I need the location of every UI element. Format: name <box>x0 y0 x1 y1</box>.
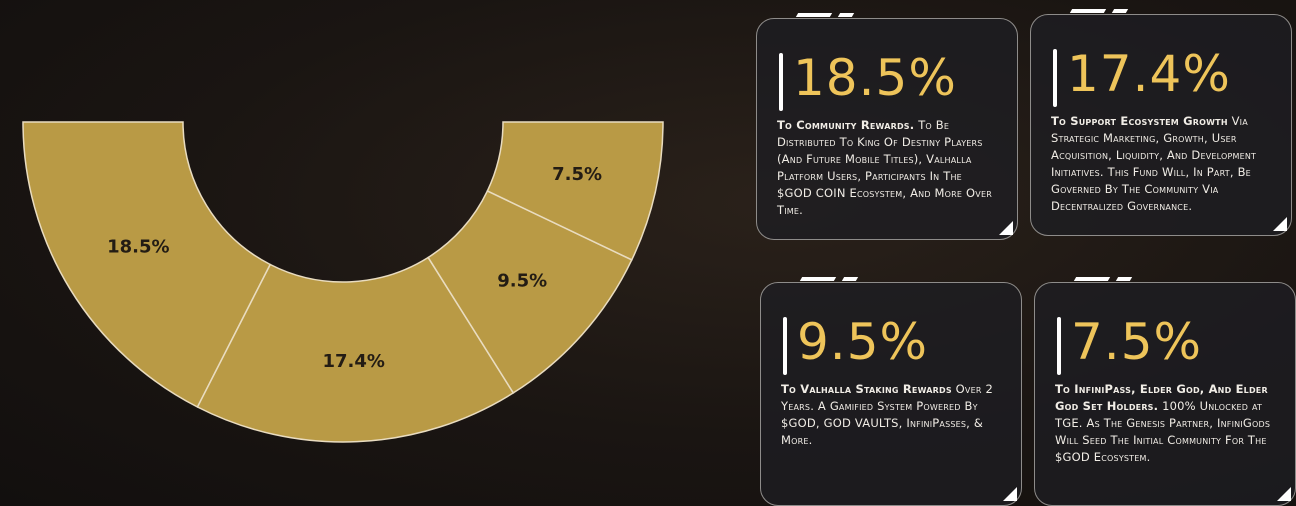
card-text: To Be Distributed To King Of Destiny Pla… <box>777 118 992 217</box>
decoration <box>799 277 863 282</box>
card: 17.4% To Support Ecosystem Growth Via St… <box>1030 9 1292 236</box>
decoration <box>1273 217 1287 231</box>
card-lead: To InfiniPass, Elder God, And Elder God … <box>1055 382 1268 413</box>
decoration <box>1069 9 1133 14</box>
card-percent: 7.5% <box>1071 313 1203 371</box>
card-text: Over 2 Years. A Gamified System Powered … <box>781 382 993 447</box>
card: 9.5% To Valhalla Staking Rewards Over 2 … <box>760 277 1022 506</box>
card-lead: To Community Rewards. <box>777 118 915 132</box>
card-description: To Community Rewards. To Be Distributed … <box>777 117 999 219</box>
card-description: To Valhalla Staking Rewards Over 2 Years… <box>781 381 1003 449</box>
card-percent: 17.4% <box>1067 45 1231 103</box>
decoration <box>1057 317 1061 375</box>
donut-slice <box>486 121 664 261</box>
donut-slice <box>196 256 515 443</box>
card-percent: 18.5% <box>793 49 957 107</box>
decoration <box>1073 277 1137 282</box>
card-description: To Support Ecosystem Growth Via Strategi… <box>1051 113 1273 215</box>
decoration <box>1277 487 1291 501</box>
card: 7.5% To InfiniPass, Elder God, And Elder… <box>1034 277 1296 506</box>
decoration <box>999 221 1013 235</box>
card: 18.5% To Community Rewards. To Be Distri… <box>756 13 1018 240</box>
card-lead: To Support Ecosystem Growth <box>1051 114 1228 128</box>
card-text: Via Strategic Marketing, Growth, User Ac… <box>1051 114 1257 213</box>
card-text: 100% Unlocked at TGE. As The Genesis Par… <box>1055 399 1271 464</box>
decoration <box>783 317 787 375</box>
donut-chart: 18.5% 17.4% 9.5% 7.5% <box>22 121 664 443</box>
slice-label: 18.5% <box>107 236 169 257</box>
donut-slice <box>22 121 272 409</box>
slice-label: 17.4% <box>322 351 384 372</box>
card-percent: 9.5% <box>797 313 929 371</box>
decoration <box>795 13 859 18</box>
decoration <box>1003 487 1017 501</box>
slice-label: 7.5% <box>552 164 602 185</box>
card-description: To InfiniPass, Elder God, And Elder God … <box>1055 381 1277 466</box>
slice-label: 9.5% <box>497 271 547 292</box>
decoration <box>779 53 783 111</box>
card-lead: To Valhalla Staking Rewards <box>781 382 952 396</box>
decoration <box>1053 49 1057 107</box>
